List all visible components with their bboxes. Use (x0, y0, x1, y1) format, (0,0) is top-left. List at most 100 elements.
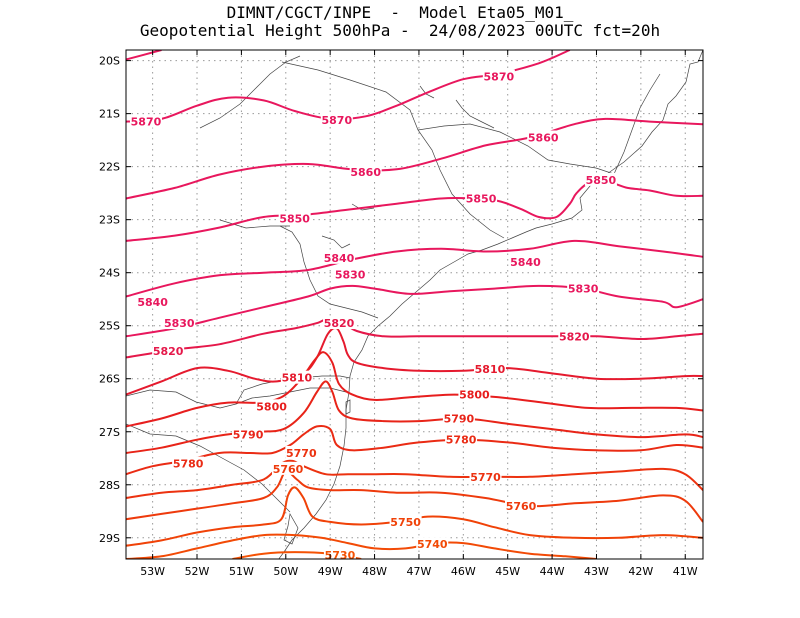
y-tick-label: 28S (99, 479, 120, 492)
state-border-2 (126, 423, 291, 513)
chart-title: DIMNT/CGCT/INPE - Model Eta05_M01_ Geopo… (0, 4, 800, 40)
y-tick-label: 26S (99, 373, 120, 386)
contour-label-bg (172, 456, 205, 470)
contour-label-5740: 5740 (417, 538, 448, 551)
contour-label-bg (416, 537, 449, 551)
contour-labels: 5870 5870 5870 5860 5860 5850 5850 5850 5840 5840… (129, 69, 617, 562)
contour-label-5780: 5780 (173, 458, 204, 471)
x-tick-label: 45W (495, 565, 520, 578)
y-tick-label: 24S (99, 267, 120, 280)
contour-label-bg (505, 498, 538, 512)
brazil-coastline (278, 50, 703, 559)
state-border-8 (613, 73, 661, 175)
contour-label-bg (458, 387, 491, 401)
y-tick-label: 20S (99, 55, 120, 68)
x-tick-label: 53W (140, 565, 165, 578)
contour-5850 (126, 180, 703, 242)
contour-label-5770: 5770 (286, 447, 317, 460)
axis-ticks: 53W 52W 51W 50W 49W 48W 47W 46W 45W 44W 43W 42W 41W 2… (99, 50, 703, 578)
x-tick-label: 41W (673, 565, 698, 578)
state-border-4 (279, 225, 379, 319)
state-border-5 (199, 55, 301, 129)
contour-5840 (126, 239, 703, 298)
contour-label-5800: 5800 (459, 389, 490, 402)
x-tick-label: 44W (540, 565, 565, 578)
contour-label-5830: 5830 (568, 283, 599, 296)
contour-label-bg (567, 281, 600, 295)
contour-5810 (126, 326, 703, 396)
contour-label-bg (584, 172, 617, 186)
contour-5760 (126, 470, 703, 523)
contour-label-5810: 5810 (475, 363, 506, 376)
contour-5750 (126, 486, 703, 547)
x-tick-label: 52W (185, 565, 210, 578)
title-line-2: Geopotential Height 500hPa - 24/08/2023 … (139, 21, 661, 40)
contour-label-bg (473, 362, 506, 376)
reservoir-3 (351, 203, 375, 211)
contour-label-bg (334, 267, 367, 281)
reservoir-2 (321, 235, 351, 249)
contour-label-bg (527, 130, 560, 144)
contour-label-bg (278, 211, 311, 225)
x-tick-label: 47W (407, 565, 432, 578)
contour-5800 (126, 351, 703, 428)
contour-label-bg (152, 344, 185, 358)
contour-label-5730: 5730 (325, 549, 356, 562)
contour-label-bg (255, 399, 288, 413)
contour-label-5760: 5760 (506, 500, 537, 513)
contour-label-5870: 5870 (322, 114, 353, 127)
contour-label-5840: 5840 (137, 296, 168, 309)
coastline-map (126, 50, 703, 559)
lagoon-patos (283, 512, 299, 545)
contour-label-5870: 5870 (131, 116, 162, 129)
contour-label-bg (323, 250, 356, 264)
contour-5820 (126, 316, 703, 359)
title-line-1: DIMNT/CGCT/INPE - Model Eta05_M01_ (226, 3, 574, 22)
contour-label-5860: 5860 (350, 166, 381, 179)
x-tick-label: 48W (362, 565, 387, 578)
contour-5830 (126, 284, 703, 338)
contour-label-bg (482, 69, 515, 83)
contour-label-5830: 5830 (164, 317, 195, 330)
contour-label-5750: 5750 (390, 516, 421, 529)
contour-label-bg (469, 469, 502, 483)
y-tick-label: 21S (99, 108, 120, 121)
contour-label-bg (320, 112, 353, 126)
contour-label-5830: 5830 (335, 268, 366, 281)
reservoir-1 (455, 99, 495, 129)
contour-label-5770: 5770 (470, 471, 501, 484)
contour-label-bg (280, 370, 313, 384)
contour-label-5820: 5820 (324, 317, 355, 330)
x-tick-label: 50W (273, 565, 298, 578)
contour-label-5790: 5790 (444, 412, 475, 425)
state-border-6 (281, 61, 505, 239)
contour-5740 (126, 533, 597, 559)
contour-label-bg (509, 255, 542, 269)
contour-label-5810: 5810 (282, 372, 313, 385)
contour-label-5840: 5840 (510, 256, 541, 269)
state-border-7 (417, 123, 615, 175)
x-tick-label: 42W (628, 565, 653, 578)
contour-label-5870: 5870 (484, 71, 515, 84)
plot-frame (125, 49, 704, 560)
contour-label-bg (136, 294, 169, 308)
contour-5780 (126, 425, 703, 476)
contour-label-bg (163, 316, 196, 330)
contour-label-bg (232, 427, 265, 441)
x-tick-label: 43W (584, 565, 609, 578)
contour-label-5790: 5790 (233, 428, 264, 441)
contour-5860 (126, 117, 703, 200)
x-tick-label: 51W (229, 565, 254, 578)
y-tick-label: 23S (99, 214, 120, 227)
contour-label-bg (558, 329, 591, 343)
contour-label-5820: 5820 (153, 345, 184, 358)
contour-label-5850: 5850 (279, 213, 310, 226)
y-tick-label: 29S (99, 532, 120, 545)
island-santa-catarina (345, 399, 351, 415)
contour-label-5860: 5860 (528, 131, 559, 144)
contour-label-bg (442, 411, 475, 425)
contour-label-bg (389, 514, 422, 528)
y-tick-label: 27S (99, 426, 120, 439)
contour-label-5850: 5850 (586, 174, 617, 187)
